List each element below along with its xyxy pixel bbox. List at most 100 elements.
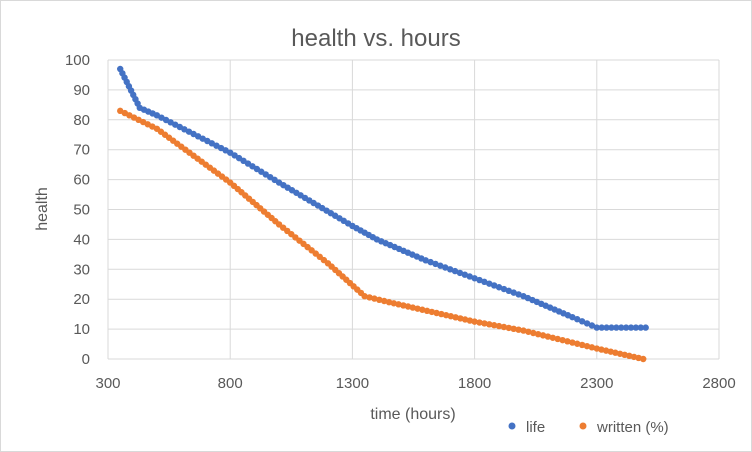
data-point (534, 330, 542, 338)
data-point (471, 275, 478, 282)
y-axis-title: health (34, 187, 51, 231)
data-point (437, 262, 444, 269)
data-point (515, 291, 522, 298)
data-point (481, 278, 488, 286)
y-tick-label: 80 (73, 112, 90, 129)
data-point (608, 324, 615, 331)
data-point (395, 301, 402, 308)
data-point (505, 324, 513, 332)
x-tick-label: 1800 (458, 375, 491, 392)
x-tick-label: 800 (218, 375, 243, 392)
data-point (613, 324, 620, 331)
data-point (505, 287, 513, 295)
data-point (510, 289, 517, 296)
data-point (414, 305, 421, 312)
y-tick-label: 70 (73, 142, 90, 159)
legend-label: life (526, 419, 545, 436)
data-point (422, 257, 429, 264)
series-life (117, 65, 649, 331)
data-point (569, 339, 576, 346)
y-tick-label: 40 (73, 231, 90, 248)
data-point (618, 324, 625, 331)
data-point (515, 326, 522, 333)
data-point (446, 266, 454, 273)
data-point (466, 273, 473, 280)
y-tick-label: 0 (82, 351, 90, 368)
data-point (456, 269, 464, 277)
data-point (574, 340, 581, 347)
data-point (432, 260, 439, 268)
x-tick-label: 2800 (702, 375, 735, 392)
legend-item: life (508, 419, 545, 436)
data-point (583, 320, 591, 327)
data-point (569, 313, 576, 321)
data-point (549, 334, 557, 341)
x-tick-label: 1300 (336, 375, 369, 392)
data-point (457, 315, 464, 322)
data-point (603, 324, 610, 331)
legend-item: written (%) (579, 419, 669, 436)
data-point (427, 258, 434, 266)
y-tick-label: 10 (73, 321, 90, 338)
data-point (598, 324, 605, 331)
y-tick-label: 20 (73, 291, 90, 308)
data-point (593, 324, 600, 331)
y-tick-label: 90 (73, 82, 90, 99)
data-point (525, 328, 532, 335)
data-point (564, 338, 571, 345)
x-tick-label: 2300 (580, 375, 613, 392)
data-point (495, 322, 503, 330)
data-points (117, 65, 649, 363)
data-point (583, 342, 591, 350)
data-point (642, 324, 649, 331)
x-tick-label: 300 (95, 375, 120, 392)
legend-label: written (%) (596, 419, 669, 436)
legend-marker (508, 422, 516, 430)
data-point (438, 310, 445, 318)
data-point (627, 324, 635, 331)
y-tick-label: 50 (73, 202, 90, 219)
legend-marker (579, 422, 587, 430)
data-point (481, 320, 488, 327)
data-point (554, 335, 561, 343)
data-point (371, 295, 378, 302)
data-point (544, 333, 552, 340)
data-point (578, 341, 586, 349)
data-point (578, 318, 586, 325)
data-point (510, 325, 517, 332)
data-point (500, 323, 508, 331)
x-axis-ticks: 300 800 1300 1800 2300 2800 (95, 375, 735, 392)
data-point (520, 327, 527, 334)
data-point (559, 336, 566, 344)
data-point (490, 322, 498, 329)
data-point (442, 264, 449, 271)
y-axis-ticks: 0 10 20 30 40 50 60 70 80 90 100 (65, 52, 90, 368)
data-point (632, 324, 640, 331)
data-point (461, 271, 469, 278)
data-point (495, 284, 503, 291)
data-point (361, 293, 368, 300)
data-point (539, 332, 547, 339)
data-point (500, 285, 508, 293)
data-point (486, 280, 493, 287)
y-tick-label: 60 (73, 172, 90, 189)
data-point (476, 276, 483, 284)
data-point (471, 318, 478, 325)
y-tick-label: 30 (73, 261, 90, 278)
chart-title: health vs. hours (291, 25, 460, 52)
data-point (486, 321, 493, 328)
data-point (574, 316, 581, 323)
x-axis-title: time (hours) (370, 406, 455, 423)
data-point (376, 296, 383, 303)
data-point (476, 319, 483, 326)
data-point (640, 355, 647, 363)
data-point (490, 282, 498, 289)
legend: life written (%) (508, 419, 669, 436)
data-point (380, 297, 388, 305)
series-written (117, 107, 647, 363)
data-point (622, 324, 630, 331)
data-point (588, 344, 596, 351)
data-point (530, 329, 537, 337)
